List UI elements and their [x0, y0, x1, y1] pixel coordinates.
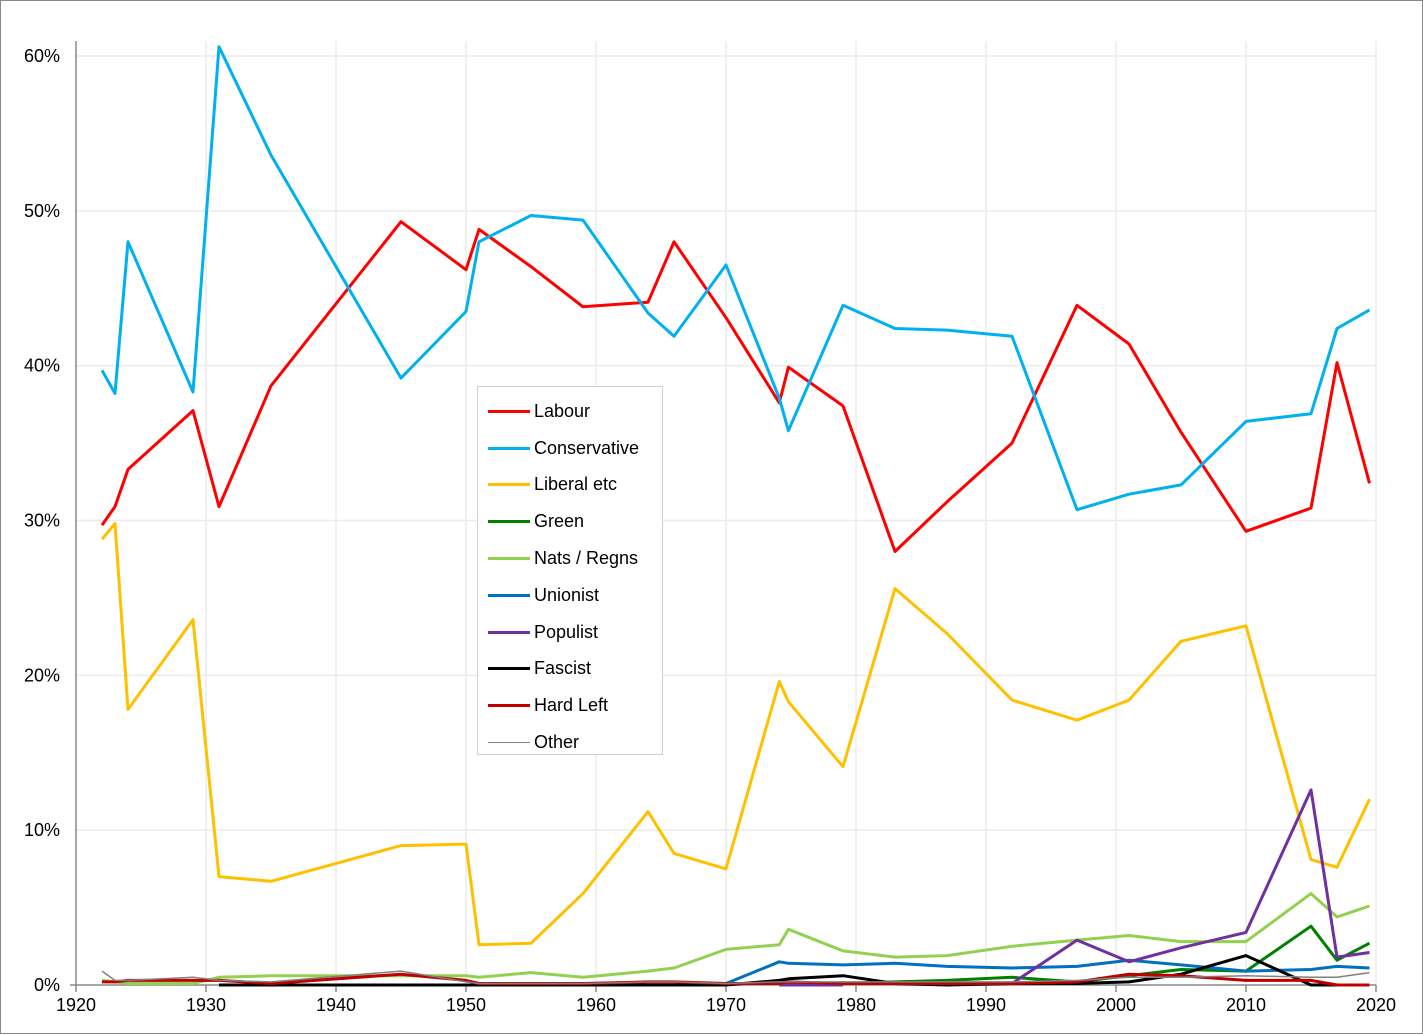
x-tick-label: 2020 — [1356, 995, 1396, 1015]
legend-swatch — [488, 409, 530, 413]
legend-item: Liberal etc — [478, 467, 662, 504]
legend-swatch — [488, 520, 530, 524]
legend-item: Hard Left — [478, 687, 662, 724]
series-line-other — [101, 970, 1370, 985]
x-tick-label: 1920 — [56, 995, 96, 1015]
legend-label: Conservative — [534, 437, 640, 458]
legend-item: Conservative — [478, 430, 662, 467]
legend-swatch — [488, 667, 530, 671]
legend-item: Unionist — [478, 577, 662, 614]
y-tick-label: 20% — [24, 665, 60, 685]
legend-label: Populist — [534, 621, 599, 642]
y-tick-label: 40% — [24, 356, 60, 376]
legend-label: Other — [534, 732, 580, 753]
legend-swatch — [488, 593, 530, 597]
x-tick-label: 1980 — [836, 995, 876, 1015]
legend-swatch — [488, 557, 530, 561]
y-tick-label: 60% — [24, 46, 60, 66]
series-line-populist — [779, 788, 1370, 987]
x-tick-label: 1970 — [706, 995, 746, 1015]
legend-label: Labour — [534, 400, 591, 421]
legend-item: Labour — [478, 393, 662, 430]
legend-label: Green — [534, 511, 585, 532]
legend-item: Fascist — [478, 651, 662, 688]
legend-swatch — [488, 742, 530, 744]
legend-swatch — [488, 446, 530, 450]
legend-item: Nats / Regns — [478, 540, 662, 577]
x-tick-label: 1950 — [446, 995, 486, 1015]
y-tick-label: 10% — [24, 820, 60, 840]
legend-swatch — [488, 704, 530, 708]
legend: Labour Conservative Liberal etc Green Nats /… — [477, 386, 663, 755]
legend-swatch — [488, 483, 530, 487]
y-tick-label: 30% — [24, 511, 60, 531]
x-tick-label: 1930 — [186, 995, 226, 1015]
y-tick-label: 0% — [34, 975, 60, 995]
legend-label: Nats / Regns — [534, 548, 639, 569]
legend-label: Unionist — [534, 584, 600, 605]
x-tick-label: 1960 — [576, 995, 616, 1015]
x-tick-label: 2010 — [1226, 995, 1266, 1015]
x-tick-label: 1940 — [316, 995, 356, 1015]
series-line-nats-regns — [101, 892, 1370, 985]
legend-item: Populist — [478, 614, 662, 651]
legend-label: Hard Left — [534, 695, 609, 716]
series-line-labour — [100, 220, 1371, 553]
x-tick-label: 1990 — [966, 995, 1006, 1015]
series-line-conservative — [100, 45, 1371, 512]
legend-swatch — [488, 630, 530, 634]
legend-item: Green — [478, 503, 662, 540]
legend-item: Other — [478, 724, 662, 761]
y-tick-label: 50% — [24, 201, 60, 221]
legend-label: Liberal etc — [534, 474, 618, 495]
x-tick-label: 2000 — [1096, 995, 1136, 1015]
legend-label: Fascist — [534, 658, 592, 679]
series-line-liberal-etc — [100, 522, 1371, 947]
series-line-fascist — [219, 954, 1370, 987]
